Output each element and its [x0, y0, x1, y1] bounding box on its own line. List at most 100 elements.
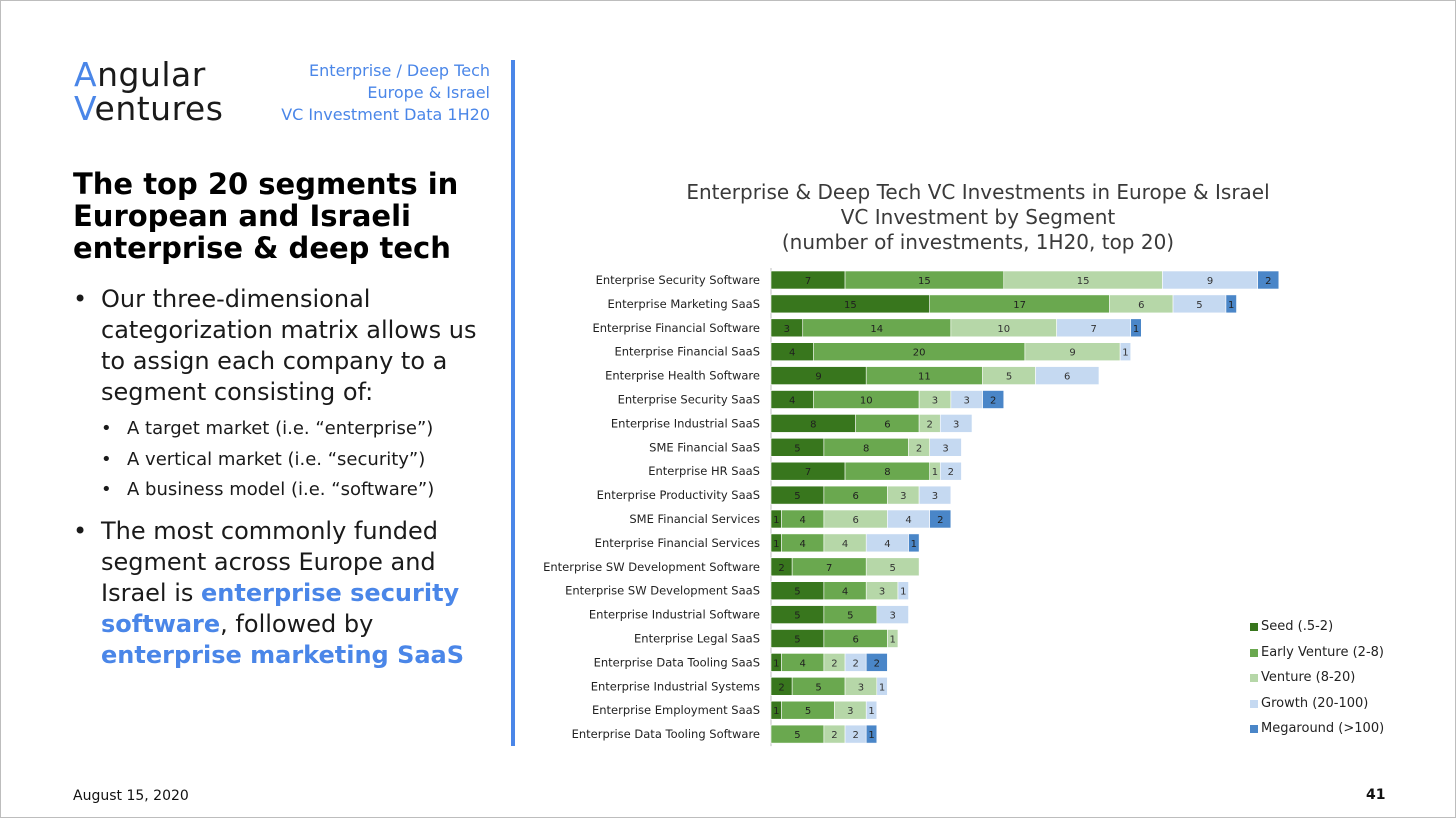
- bar-value-label: 5: [794, 611, 800, 622]
- legend-item-megaround: Megaround (>100): [1250, 718, 1430, 744]
- chart-legend: Seed (.5-2) Early Venture (2-8) Venture …: [1250, 616, 1430, 744]
- sub-bullet-item: • A target market (i.e. “enterprise”): [73, 414, 503, 445]
- bar-value-label: 4: [789, 396, 795, 407]
- bar-segment: [865, 700, 878, 720]
- bar-value-label: 2: [916, 443, 922, 454]
- sub-bullet-list: • A target market (i.e. “enterprise”) • A …: [73, 414, 503, 506]
- bar-value-label: 1: [932, 467, 938, 478]
- bar-value-label: 2: [778, 563, 784, 574]
- category-label: Enterprise HR SaaS: [648, 464, 760, 478]
- category-label: Enterprise Data Tooling SaaS: [594, 655, 760, 669]
- legend-swatch-seed: [1250, 623, 1258, 631]
- legend-swatch-venture: [1250, 674, 1258, 682]
- logo-line-1: Angular: [74, 58, 274, 92]
- bar-value-label: 4: [789, 348, 795, 359]
- bar-value-label: 5: [889, 563, 895, 574]
- bar-value-label: 6: [852, 635, 858, 646]
- angular-ventures-logo: Angular Ventures: [74, 58, 274, 128]
- bar-value-label: 1: [1122, 348, 1128, 359]
- bar-value-label: 10: [860, 396, 873, 407]
- bar-value-label: 15: [1077, 276, 1090, 287]
- sub-bullet-dot: •: [101, 418, 112, 439]
- legend-item-growth: Growth (20-100): [1250, 693, 1430, 719]
- bar-segment: [876, 676, 888, 696]
- bar-value-label: 7: [826, 563, 832, 574]
- bar-value-label: 15: [844, 300, 857, 311]
- bullet-dot: •: [73, 516, 88, 545]
- category-label: Enterprise Industrial SaaS: [611, 416, 760, 430]
- bar-value-label: 5: [794, 635, 800, 646]
- category-label: SME Financial Services: [629, 512, 760, 526]
- bar-value-label: 3: [942, 443, 948, 454]
- bar-segment: [918, 485, 952, 505]
- bar-value-label: 3: [847, 706, 853, 717]
- bar-value-label: 17: [1013, 300, 1026, 311]
- bullet-list: • Our three-dimensional categorization m…: [73, 284, 503, 671]
- bar-value-label: 3: [953, 419, 959, 430]
- bar-value-label: 5: [847, 611, 853, 622]
- bar-value-label: 1: [773, 539, 779, 550]
- category-label: SME Financial SaaS: [649, 440, 760, 454]
- sub-bullet-dot: •: [101, 448, 112, 470]
- category-label: Enterprise SW Development SaaS: [565, 584, 760, 598]
- bar-segment: [865, 724, 878, 744]
- bar-segment: [865, 557, 920, 577]
- logo-word-2: entures: [94, 89, 224, 128]
- bar-value-label: 9: [1069, 348, 1075, 359]
- category-label: Enterprise Marketing SaaS: [608, 297, 760, 311]
- bar-value-label: 6: [884, 419, 890, 430]
- bar-value-label: 6: [1138, 300, 1144, 311]
- legend-label-growth: Growth (20-100): [1261, 695, 1369, 711]
- bar-value-label: 2: [937, 515, 943, 526]
- category-label: Enterprise Data Tooling Software: [572, 727, 760, 741]
- bar-value-label: 7: [805, 276, 811, 287]
- bullet-text-2-mid: , followed by: [220, 609, 374, 638]
- legend-swatch-megaround: [1250, 725, 1258, 733]
- sub-bullet-item: • A business model (i.e. “software”): [73, 475, 503, 506]
- bar-segment: [1130, 318, 1142, 338]
- tagline-line-3: VC Investment Data 1H20: [281, 105, 490, 124]
- bar-value-label: 3: [784, 324, 790, 335]
- legend-swatch-early-venture: [1250, 648, 1258, 657]
- bullet-dot: •: [73, 285, 88, 313]
- stacked-bar-chart: Enterprise Security Software 7 15 15 9 2Enter…: [543, 268, 1280, 747]
- bar-segment: [929, 438, 962, 457]
- bar-value-label: 5: [794, 730, 800, 741]
- bar-segment: [939, 414, 973, 433]
- sub-bullet-text: A vertical market (i.e. “security”): [127, 448, 426, 470]
- category-label: Enterprise Employment SaaS: [592, 703, 760, 717]
- bullet-text-2-start: The most commonly funded segment across …: [101, 516, 439, 607]
- bar-value-label: 3: [879, 587, 885, 598]
- sub-bullet-item: • A vertical market (i.e. “security”): [73, 445, 503, 476]
- bar-value-label: 8: [810, 419, 816, 430]
- sub-bullet-dot: •: [101, 479, 112, 500]
- bar-segment: [908, 533, 920, 553]
- bar-value-label: 1: [1228, 300, 1234, 311]
- bar-value-label: 5: [794, 443, 800, 454]
- bar-value-label: 6: [1064, 372, 1070, 383]
- highlight-marketing-saas: enterprise marketing SaaS: [101, 640, 465, 669]
- vertical-divider: [511, 60, 515, 746]
- bar-value-label: 1: [773, 706, 779, 717]
- bar-value-label: 6: [852, 515, 858, 526]
- bar-value-label: 5: [1196, 300, 1202, 311]
- bar-value-label: 9: [1207, 276, 1213, 287]
- bar-value-label: 5: [815, 682, 821, 693]
- bar-segment: [1257, 270, 1280, 290]
- bar-value-label: 1: [879, 682, 885, 693]
- bar-value-label: 20: [913, 348, 926, 359]
- legend-item-venture: Venture (8-20): [1250, 667, 1430, 693]
- bar-value-label: 3: [900, 491, 906, 502]
- bar-segment: [939, 461, 962, 481]
- bullet-text-1: Our three-dimensional categorization mat…: [101, 285, 477, 406]
- category-label: Enterprise Health Software: [605, 369, 760, 383]
- legend-swatch-growth: [1250, 699, 1258, 708]
- bar-value-label: 4: [905, 515, 911, 526]
- bar-value-label: 8: [884, 467, 890, 478]
- bar-value-label: 7: [805, 467, 811, 478]
- slide-headline: The top 20 segments in European and Isra…: [73, 167, 459, 265]
- bar-value-label: 15: [918, 276, 931, 287]
- bar-value-label: 2: [831, 658, 837, 669]
- bar-segment: [1119, 342, 1132, 361]
- bar-value-label: 5: [794, 587, 800, 598]
